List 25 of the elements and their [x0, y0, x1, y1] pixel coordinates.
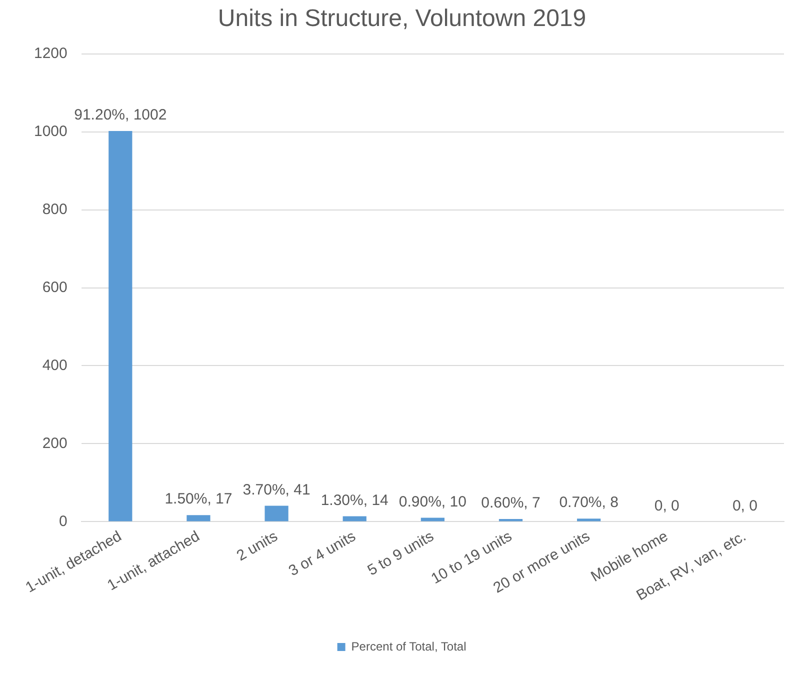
- data-label: 0.60%, 7: [481, 494, 540, 512]
- bar: [342, 516, 366, 522]
- data-label: 1.30%, 14: [320, 492, 388, 509]
- data-label: 1.50%, 17: [164, 490, 232, 508]
- y-tick-label: 800: [42, 200, 68, 218]
- data-label: 91.20%, 1002: [74, 106, 167, 124]
- y-tick-label: 400: [42, 356, 68, 374]
- y-tick-label: 0: [59, 512, 68, 530]
- data-label: 0, 0: [654, 497, 680, 514]
- data-label: 0.70%, 8: [559, 494, 618, 512]
- data-label: 0.90%, 10: [398, 493, 466, 510]
- y-tick-label: 600: [42, 278, 68, 296]
- data-label: 3.70%, 41: [242, 481, 310, 498]
- y-tick-label: 200: [42, 434, 68, 452]
- y-tick-label: 1200: [34, 44, 68, 62]
- bar: [108, 131, 132, 522]
- y-tick-label: 1000: [34, 122, 68, 140]
- bar: [186, 515, 210, 522]
- bar: [264, 506, 288, 522]
- x-tick-label: 2 units: [234, 528, 281, 565]
- legend-label: Percent of Total, Total: [351, 639, 466, 654]
- data-label: 0, 0: [732, 497, 758, 514]
- bar: [577, 518, 601, 522]
- chart-title: Units in Structure, Voluntown 2019: [218, 5, 586, 32]
- x-tick-label: 3 or 4 units: [286, 528, 359, 580]
